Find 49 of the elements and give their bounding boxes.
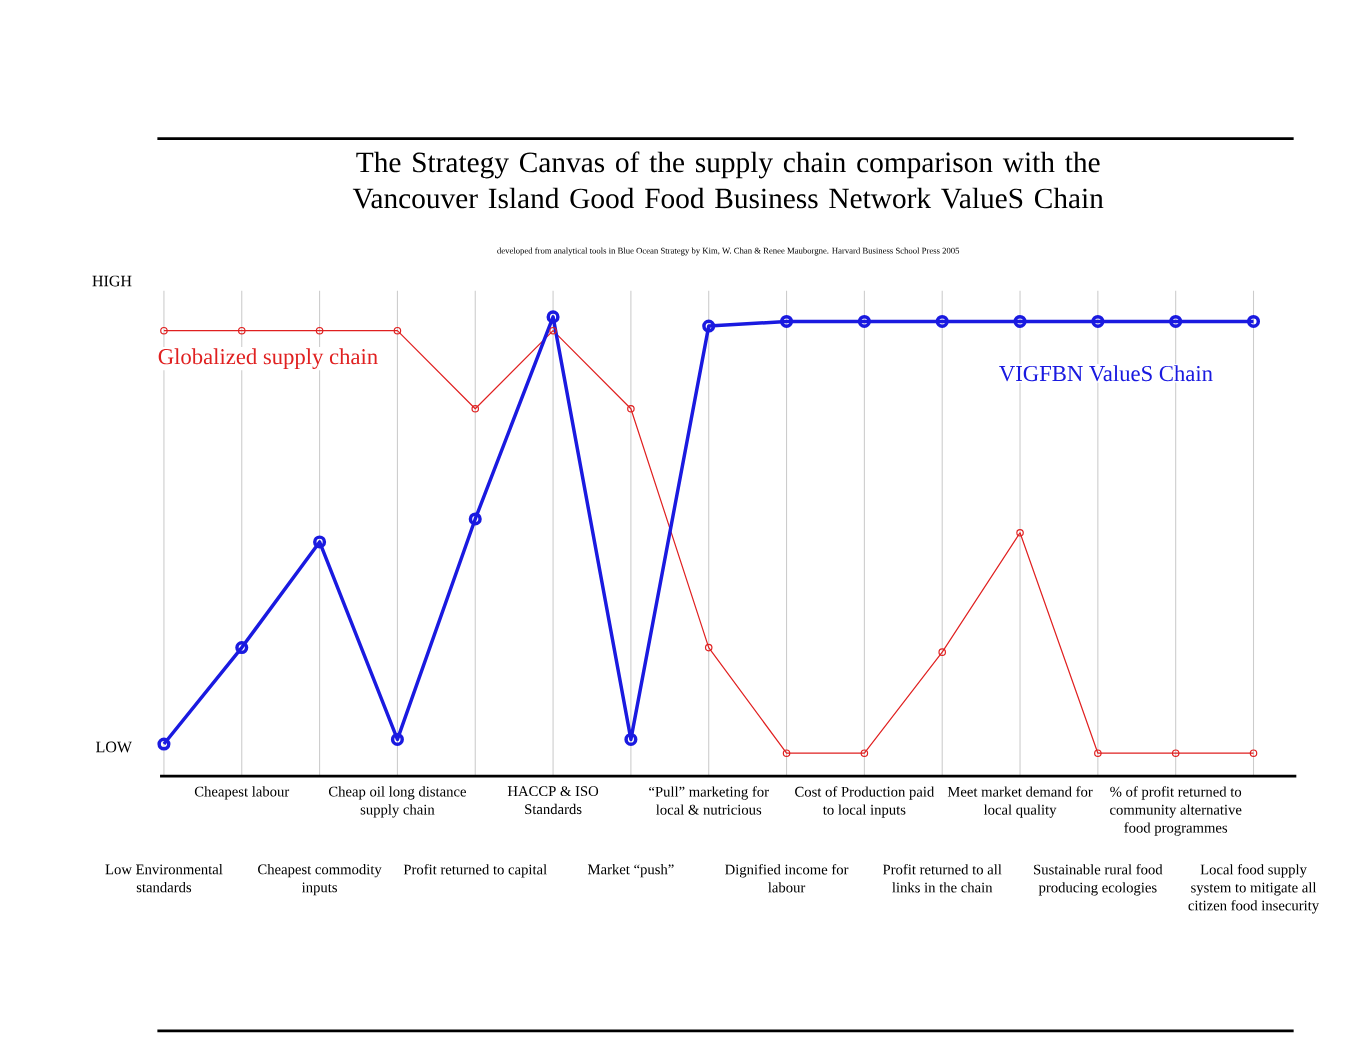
point [313,535,327,549]
x-tick-label: Local food supply system to mitigate all citizen food insecurity [1188,864,1320,914]
point [935,315,949,329]
chart-title: The Strategy Canvas of the supply chain comparison with the Vancouver Island Good Food Business Network ValueS Chain [352,151,1104,209]
point [704,643,713,652]
point [860,749,869,758]
point [393,326,402,335]
chart-subtitle: developed from analytical tools in Blue Ocean Strategy by Kim, W. Chan & Renee Mauborgne. Harvard Business School Press 2005 [497,247,960,256]
x-tick-label: Cheapest commodity inputs [258,864,382,896]
x-tick-label: Cheapest labour [194,786,290,800]
x-tick-label: Meet market demand for local quality [947,786,1093,818]
point [549,326,557,335]
point [1169,315,1183,329]
point [471,405,480,413]
x-tick-label: Cost of Production paid to local inputs [795,786,935,818]
point [237,326,246,335]
text: HIGH [92,275,132,287]
point [1013,315,1027,329]
x-tick-label: % of profit returned to community alternative food programmes [1110,786,1242,836]
text: LOW [96,741,132,753]
x-tick-label: HACCP & ISO Standards [507,786,599,815]
point [780,315,794,329]
x-tick-label: Low Environmental standards [105,864,223,893]
point [546,310,560,324]
point [1091,315,1105,329]
x-tick-label: Sustainable rural food producing ecologies [1034,864,1163,896]
point [468,512,482,526]
x-tick-label: Cheap oil long distance supply chain [328,786,466,818]
point [782,749,791,758]
point [938,648,947,657]
point [702,319,716,333]
point [624,732,638,747]
x-tick-label: Dignified income for labour [725,864,849,893]
point [1171,749,1180,758]
x-tick-label: Profit returned to capital [403,864,547,878]
series-label: VIGFBN ValueS Chain [999,365,1213,382]
point [857,315,871,329]
x-tick-label: Market “push” [587,864,674,878]
point [235,641,249,655]
point [1016,529,1024,537]
point [390,732,404,747]
point [1094,749,1102,758]
point [627,405,635,413]
series-label: Globalized supply chain [158,348,378,370]
point [1249,749,1258,758]
point [160,326,168,335]
x-tick-label: “Pull” marketing for local & nutricious [649,786,769,815]
point [315,326,324,335]
x-tick-label: Profit returned to all links in the chain [882,864,1002,893]
